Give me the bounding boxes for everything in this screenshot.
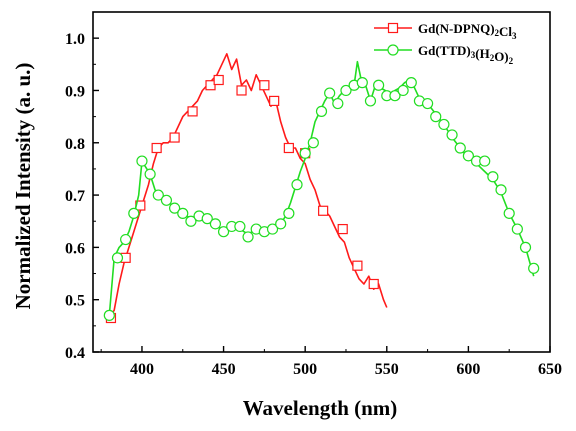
x-tick-label: 450 (212, 361, 236, 378)
series-layer (103, 52, 540, 324)
x-tick-label: 500 (293, 361, 317, 378)
y-tick-label: 0.8 (65, 136, 85, 153)
data-point (283, 207, 295, 219)
data-point (213, 74, 224, 86)
data-point (364, 95, 377, 107)
legend-text-part: (H (475, 46, 489, 61)
data-point (160, 194, 173, 206)
legend-subscript: 3 (471, 50, 476, 60)
data-point (128, 207, 140, 219)
legend-swatch-marker (387, 22, 399, 34)
data-point (177, 207, 189, 219)
legend-text-part: O) (494, 49, 508, 64)
data-point (266, 223, 279, 235)
data-point (209, 218, 222, 230)
data-point (307, 137, 319, 149)
plot-frame (92, 11, 551, 353)
data-point (397, 84, 409, 97)
legend-label: Gd(N-DPNQ)2Cl3 (418, 21, 517, 41)
legend-text-part: Cl (499, 24, 512, 39)
data-point (340, 84, 352, 97)
data-point (368, 278, 379, 290)
data-point (201, 213, 213, 225)
series-line (108, 52, 388, 319)
data-point (511, 223, 523, 235)
data-point (454, 142, 466, 154)
x-tick-label: 650 (538, 361, 562, 378)
data-point (324, 87, 336, 99)
data-point (136, 155, 148, 167)
legend-text-part: Gd(N-DPNQ) (418, 21, 495, 36)
data-point (283, 142, 294, 154)
data-point (487, 171, 499, 183)
legend-label: Gd(TTD)3(H2O)2 (418, 43, 514, 66)
data-point (242, 231, 254, 243)
data-point (144, 168, 156, 180)
series-line (108, 60, 535, 316)
data-point (259, 80, 270, 91)
data-point (152, 189, 164, 201)
x-tick-label: 600 (456, 361, 480, 378)
data-point (421, 97, 434, 110)
legend-swatch-marker (387, 44, 399, 56)
data-point (291, 179, 303, 191)
legend-subscript: 2 (509, 56, 514, 66)
data-point (169, 202, 181, 214)
data-point (332, 97, 344, 110)
data-point (111, 252, 124, 264)
y-tick-label: 0.7 (65, 188, 85, 205)
series-2 (103, 60, 540, 321)
legend-subscript: 2 (490, 53, 495, 63)
data-point (405, 77, 417, 89)
legend-text-part: Gd(TTD) (418, 43, 471, 58)
x-tick-label: 550 (375, 361, 399, 378)
data-point (299, 147, 311, 159)
data-point (519, 241, 532, 253)
data-point (446, 129, 458, 141)
data-point (462, 150, 474, 162)
legend-subscript: 3 (512, 31, 517, 41)
data-point (389, 90, 401, 102)
axes: 400 450 500 550 600 650 0.4 0.5 0.6 0.7 0.8 0.9 1.0 (65, 11, 562, 378)
data-point (479, 155, 491, 167)
data-point (169, 132, 180, 143)
data-point (151, 142, 162, 154)
y-tick-label: 0.5 (65, 293, 85, 310)
y-tick-label: 0.9 (65, 83, 85, 100)
y-tick-label: 1.0 (65, 31, 85, 48)
data-point (430, 111, 442, 123)
y-tick-label: 0.4 (65, 345, 85, 362)
data-point (337, 223, 348, 235)
data-point (495, 184, 507, 196)
data-point (236, 85, 247, 96)
data-point (318, 205, 329, 216)
data-point (352, 260, 363, 271)
data-point (234, 220, 246, 233)
data-point (438, 118, 450, 131)
data-point (205, 80, 216, 91)
legend-subscript: 2 (495, 28, 500, 38)
data-point (373, 79, 385, 91)
data-point (120, 233, 132, 246)
data-point (503, 207, 515, 219)
data-point (528, 262, 540, 274)
data-point (217, 226, 230, 238)
data-point (269, 95, 280, 107)
data-point (185, 215, 197, 227)
x-tick-label: 400 (130, 361, 154, 378)
data-point (103, 309, 115, 321)
x-axis-title: Wavelength (nm) (243, 396, 398, 420)
y-tick-label: 0.6 (65, 240, 85, 257)
data-point (356, 77, 368, 89)
data-point (187, 106, 198, 117)
data-point (315, 105, 328, 117)
y-axis-title: Normalized Intensity (a. u.) (11, 63, 35, 310)
data-point (275, 218, 287, 230)
